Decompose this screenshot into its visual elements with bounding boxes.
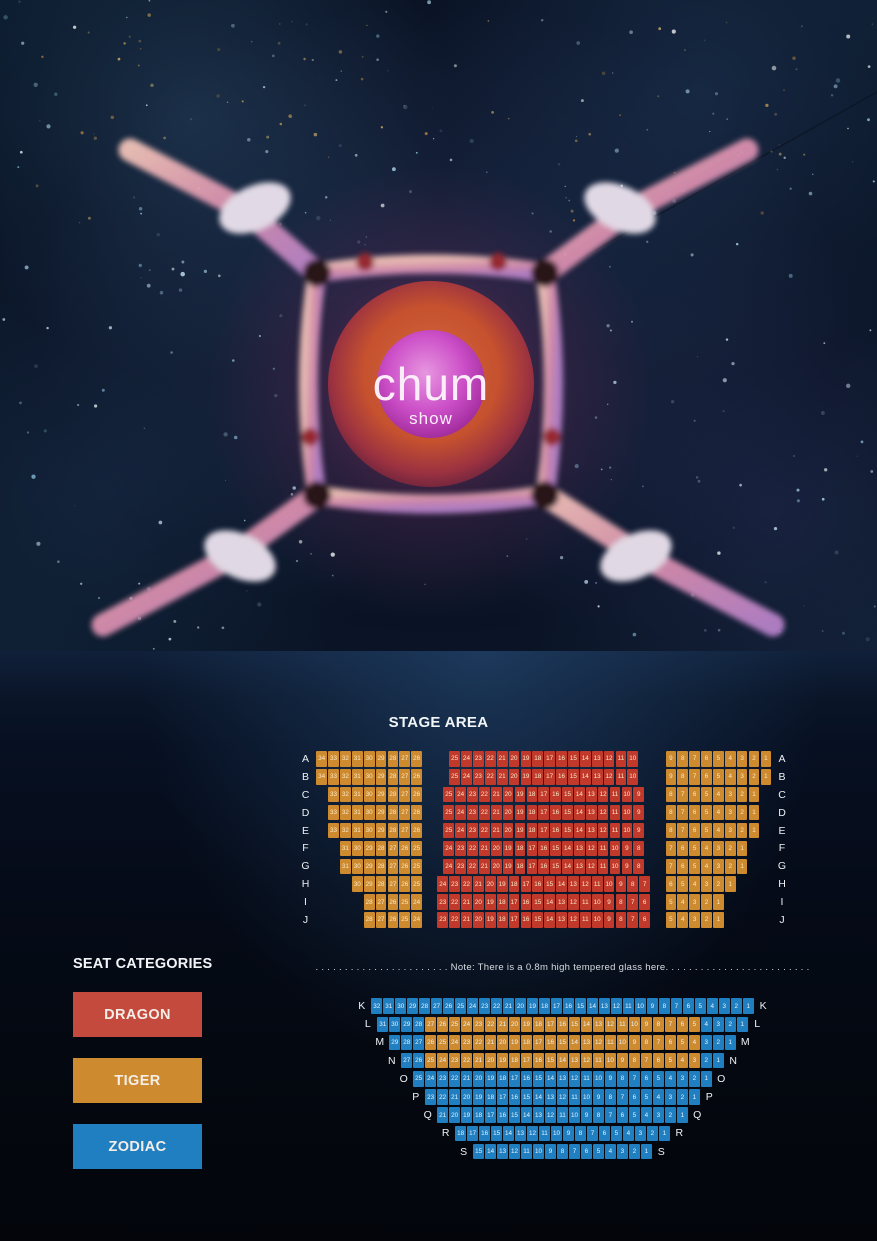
- svg-text:show: show: [409, 409, 453, 428]
- svg-text:chum: chum: [373, 358, 489, 410]
